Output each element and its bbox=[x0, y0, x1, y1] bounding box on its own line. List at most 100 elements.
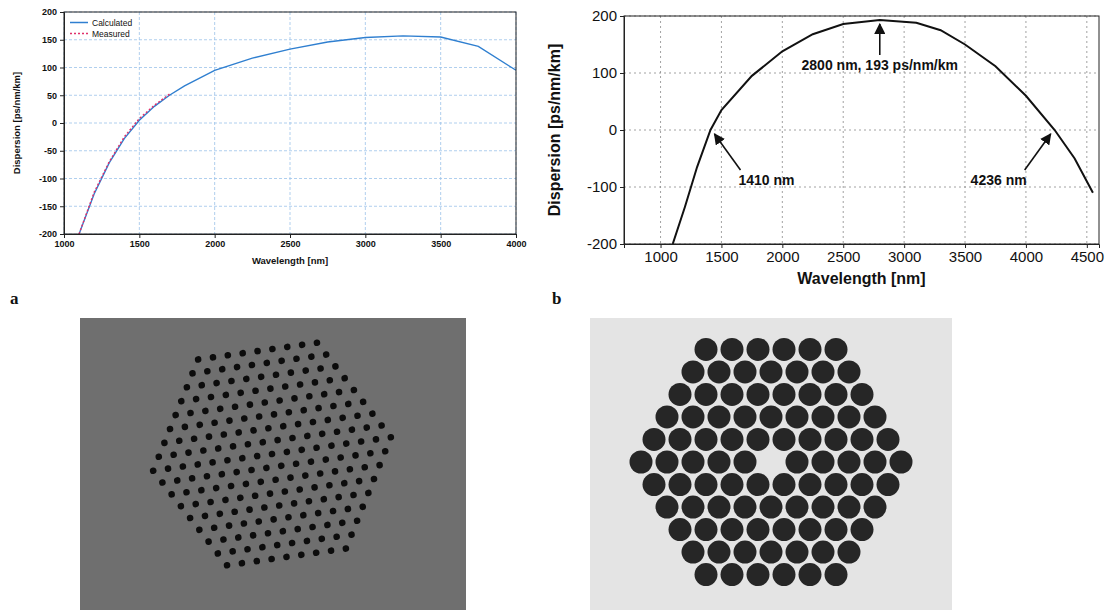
tick: 150 bbox=[42, 35, 64, 45]
tick: 3000 bbox=[356, 234, 376, 249]
air-hole bbox=[760, 405, 783, 428]
air-hole bbox=[283, 448, 290, 455]
chart-panel: 1000150020002500300035004000-200-150-100… bbox=[11, 7, 527, 266]
air-hole bbox=[332, 363, 339, 370]
air-hole bbox=[315, 404, 322, 411]
air-hole bbox=[278, 462, 285, 469]
grid-line-y bbox=[624, 187, 1099, 188]
grid-line-x bbox=[1086, 16, 1087, 244]
y-axis: -200-150-100-50050100150200 bbox=[39, 7, 65, 239]
air-hole bbox=[708, 360, 731, 383]
air-hole bbox=[342, 545, 349, 552]
y-axis: -200-1000100200 bbox=[587, 7, 625, 252]
air-hole bbox=[239, 454, 246, 461]
air-hole bbox=[292, 460, 299, 467]
air-hole bbox=[682, 405, 705, 428]
air-hole bbox=[324, 521, 331, 528]
air-hole bbox=[201, 512, 208, 519]
air-hole bbox=[320, 495, 327, 502]
air-hole bbox=[695, 563, 718, 586]
air-hole bbox=[365, 489, 372, 496]
air-hole bbox=[851, 428, 874, 451]
air-hole bbox=[257, 373, 264, 380]
grid-line-x bbox=[721, 16, 722, 244]
tick: 50 bbox=[47, 91, 64, 101]
tick-label: 4000 bbox=[1010, 248, 1043, 265]
air-hole bbox=[172, 411, 179, 418]
air-hole bbox=[799, 428, 822, 451]
air-hole bbox=[812, 405, 835, 428]
air-hole bbox=[198, 486, 205, 493]
x-axis: 1000150020002500300035004000 bbox=[54, 234, 526, 249]
tick-mark bbox=[516, 234, 517, 238]
tick-mark bbox=[139, 234, 140, 238]
air-hole bbox=[773, 338, 796, 361]
air-hole bbox=[254, 347, 261, 354]
air-hole bbox=[192, 395, 199, 402]
air-hole bbox=[329, 507, 336, 514]
tick: -200 bbox=[39, 229, 64, 239]
air-hole bbox=[313, 444, 320, 451]
air-hole bbox=[209, 459, 216, 466]
tick-label: 4000 bbox=[506, 239, 526, 249]
air-hole bbox=[344, 505, 351, 512]
air-hole bbox=[760, 360, 783, 383]
air-hole bbox=[263, 359, 270, 366]
air-hole bbox=[228, 377, 235, 384]
air-hole bbox=[190, 435, 197, 442]
air-hole bbox=[196, 421, 203, 428]
tick-label: 200 bbox=[592, 7, 617, 24]
air-hole bbox=[241, 415, 248, 422]
air-hole bbox=[248, 361, 255, 368]
series-line bbox=[673, 20, 1093, 244]
series-line bbox=[79, 94, 169, 234]
plot-frame bbox=[624, 16, 1099, 244]
air-hole bbox=[353, 517, 360, 524]
air-hole bbox=[283, 553, 290, 560]
air-hole bbox=[293, 355, 300, 362]
tick-label: 1500 bbox=[130, 239, 150, 249]
air-hole bbox=[378, 422, 385, 429]
tick: 1000 bbox=[644, 244, 677, 265]
air-hole bbox=[682, 496, 705, 519]
air-hole bbox=[760, 496, 783, 519]
air-hole bbox=[322, 456, 329, 463]
air-hole bbox=[355, 477, 362, 484]
air-hole bbox=[773, 383, 796, 406]
air-hole bbox=[333, 533, 340, 540]
air-hole bbox=[773, 518, 796, 541]
air-hole bbox=[381, 447, 388, 454]
air-hole bbox=[324, 416, 331, 423]
x-axis-title: Wavelength [nm] bbox=[252, 255, 328, 266]
air-hole bbox=[304, 432, 311, 439]
air-hole bbox=[656, 451, 679, 474]
air-hole bbox=[734, 360, 757, 383]
air-hole bbox=[721, 518, 744, 541]
legend-entry: Calculated bbox=[68, 17, 138, 28]
plot-marks bbox=[673, 20, 1093, 244]
air-hole bbox=[305, 498, 312, 505]
air-hole bbox=[264, 530, 271, 537]
air-hole bbox=[864, 405, 887, 428]
tick-label: 50 bbox=[47, 91, 57, 101]
air-hole bbox=[185, 449, 192, 456]
tick: 100 bbox=[42, 63, 64, 73]
air-hole bbox=[825, 563, 848, 586]
tick: 4000 bbox=[1010, 244, 1043, 265]
air-hole bbox=[331, 468, 338, 475]
air-hole bbox=[287, 369, 294, 376]
grid-line-y bbox=[64, 67, 516, 68]
tick: -200 bbox=[587, 235, 624, 252]
annotation-arrow bbox=[879, 24, 881, 55]
air-hole bbox=[734, 405, 757, 428]
air-hole bbox=[890, 451, 913, 474]
annotation-arrow bbox=[714, 134, 740, 170]
tick-label: 3500 bbox=[949, 248, 982, 265]
air-hole bbox=[255, 413, 262, 420]
legend-label: Calculated bbox=[92, 18, 132, 28]
grid-line-y bbox=[64, 150, 516, 151]
air-hole bbox=[825, 518, 848, 541]
air-hole bbox=[747, 563, 770, 586]
air-hole bbox=[341, 374, 348, 381]
grid-line-y bbox=[64, 178, 516, 179]
